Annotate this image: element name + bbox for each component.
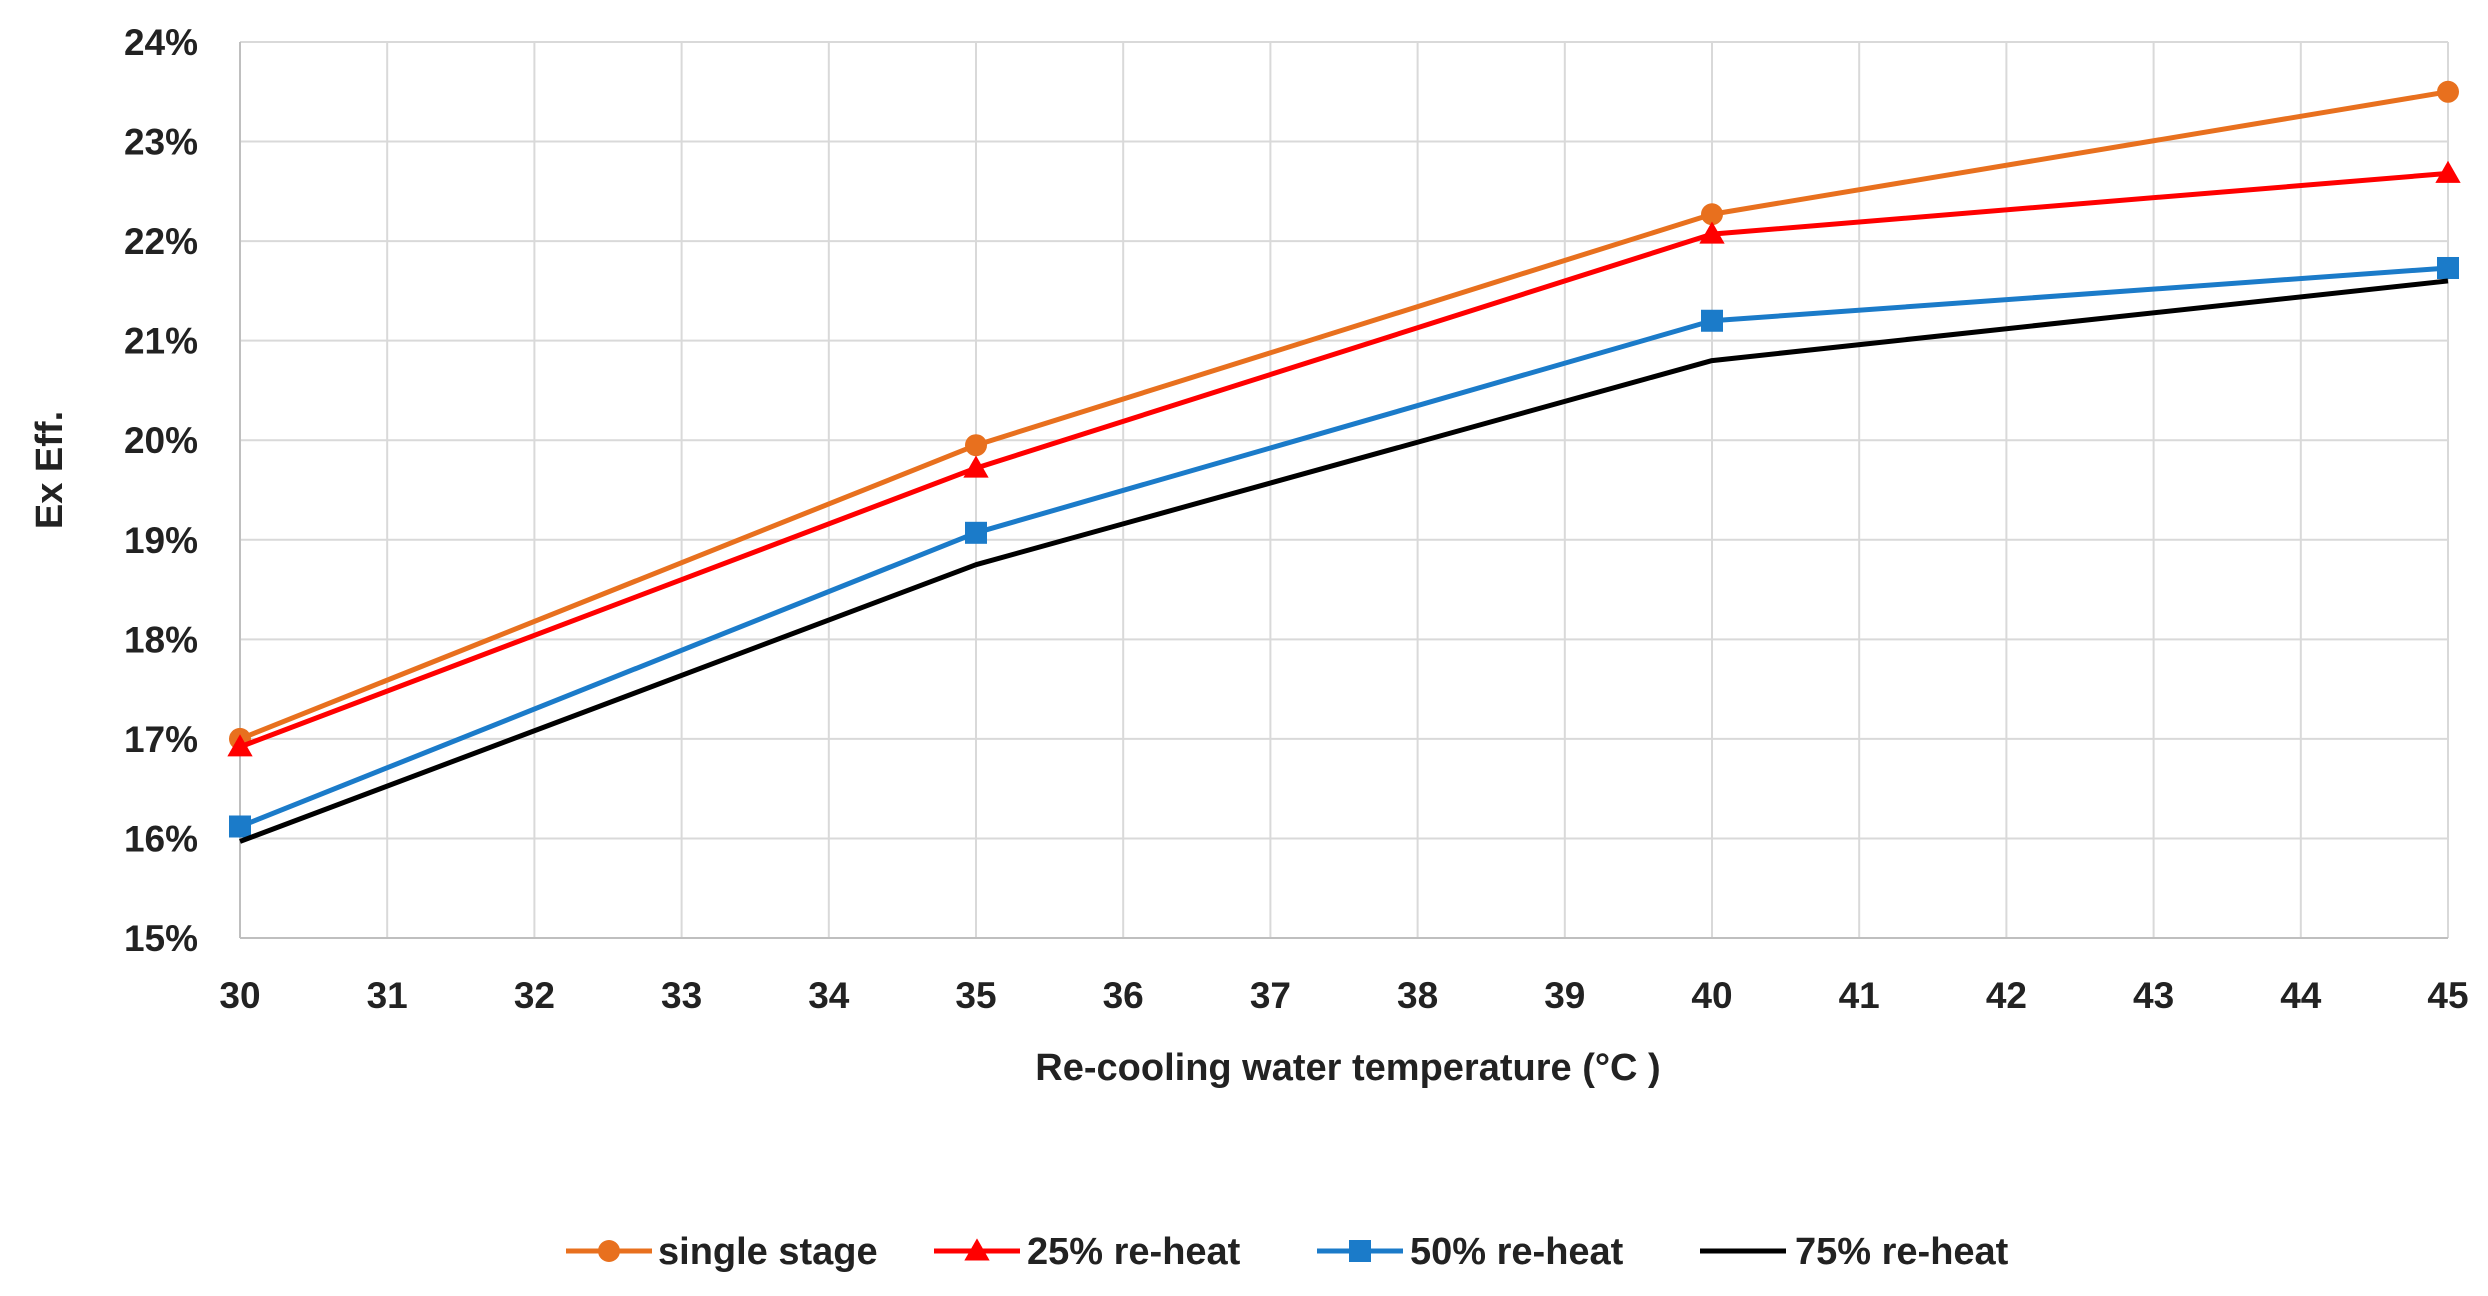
- x-tick-label: 39: [1544, 975, 1585, 1016]
- legend-item: single stage: [566, 1231, 878, 1273]
- data-point: [1699, 221, 1725, 244]
- x-tick-label: 45: [2427, 975, 2468, 1016]
- x-tick-label: 44: [2280, 975, 2322, 1016]
- y-tick-label: 15%: [124, 918, 198, 959]
- y-tick-label: 22%: [124, 221, 198, 262]
- y-tick-label: 18%: [124, 619, 198, 660]
- y-tick-label: 23%: [124, 122, 198, 163]
- data-point: [1701, 203, 1723, 226]
- series-group: [239, 278, 2449, 844]
- data-point: [963, 455, 989, 478]
- data-point: [2437, 80, 2459, 103]
- y-axis-title: Ex Eff.: [29, 411, 71, 529]
- x-axis-title: Re-cooling water temperature (°C ): [1035, 1047, 1660, 1089]
- series-lines: [227, 80, 2461, 844]
- legend-item: 50% re-heat: [1317, 1231, 1624, 1273]
- data-point: [2435, 160, 2461, 183]
- x-tick-label: 43: [2133, 975, 2174, 1016]
- x-tick-label: 31: [367, 975, 408, 1016]
- series-line: [239, 170, 2449, 750]
- axes: [239, 42, 2448, 939]
- series-line: [239, 278, 2449, 844]
- y-tick-label: 24%: [124, 22, 198, 63]
- legend-marker: [1349, 1240, 1371, 1262]
- x-tick-label: 30: [219, 975, 260, 1016]
- x-tick-label: 38: [1397, 975, 1438, 1016]
- y-tick-label: 21%: [124, 321, 198, 362]
- y-tick-label: 19%: [124, 520, 198, 561]
- series-line: [239, 89, 2449, 742]
- x-tick-label: 41: [1839, 975, 1880, 1016]
- data-point: [965, 521, 987, 544]
- y-tick-label: 16%: [124, 818, 198, 859]
- x-tick-label: 40: [1691, 975, 1732, 1016]
- x-tick-label: 35: [955, 975, 996, 1016]
- tick-labels: 30 31 32 33 34 35 36 37 38 39 40 41 42 43 44 45 15% 16% 17…: [124, 22, 2469, 1016]
- legend-label: 75% re-heat: [1795, 1231, 2009, 1273]
- y-tick-label: 17%: [124, 719, 198, 760]
- series-group: [227, 160, 2461, 757]
- data-point: [229, 815, 251, 838]
- legend: single stage 25% re-heat 50% re-heat 75% re…: [566, 1231, 2009, 1273]
- data-point: [965, 434, 987, 457]
- legend-item: 75% re-heat: [1700, 1231, 2009, 1273]
- legend-label: 50% re-heat: [1410, 1231, 1624, 1273]
- y-tick-label: 20%: [124, 420, 198, 461]
- data-point: [1701, 309, 1723, 332]
- legend-marker: [964, 1238, 990, 1261]
- data-point: [227, 734, 253, 757]
- x-tick-label: 42: [1986, 975, 2027, 1016]
- legend-label: single stage: [658, 1231, 878, 1273]
- legend-item: 25% re-heat: [934, 1231, 1241, 1273]
- x-tick-label: 34: [808, 975, 850, 1016]
- data-point: [2437, 256, 2459, 279]
- legend-marker: [598, 1240, 620, 1262]
- legend-label: 25% re-heat: [1027, 1231, 1241, 1273]
- x-tick-label: 36: [1103, 975, 1144, 1016]
- series-line: [239, 265, 2449, 829]
- gridlines: [240, 41, 2449, 938]
- series-group: [229, 256, 2459, 838]
- x-tick-label: 32: [514, 975, 555, 1016]
- x-tick-label: 37: [1250, 975, 1291, 1016]
- x-tick-label: 33: [661, 975, 702, 1016]
